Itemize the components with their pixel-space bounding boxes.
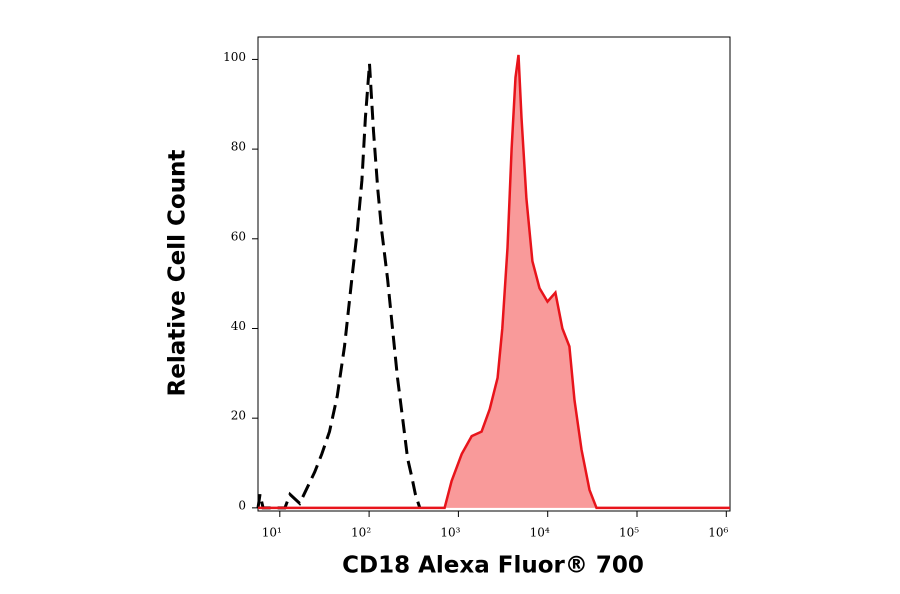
x-tick-label: 10¹ [262,526,282,540]
y-tick-label: 40 [231,319,246,333]
y-tick-label: 20 [231,409,246,423]
x-tick-label: 10³ [440,526,460,540]
y-tick-label: 0 [238,498,246,512]
x-tick-label: 10² [351,526,371,540]
histogram-line [256,63,422,510]
y-tick-label: 80 [231,140,246,154]
y-tick-label: 100 [223,50,246,64]
y-tick-label: 60 [231,229,246,243]
x-axis-title: CD18 Alexa Fluor® 700 [342,553,644,579]
x-tick-label: 10⁵ [619,526,639,540]
y-axis-title: Relative Cell Count [165,150,191,397]
plot-frame [257,36,731,512]
histogram-area [258,54,730,508]
histogram-line [258,54,730,510]
x-tick-label: 10⁶ [708,526,728,540]
x-tick-label: 10⁴ [530,526,550,540]
